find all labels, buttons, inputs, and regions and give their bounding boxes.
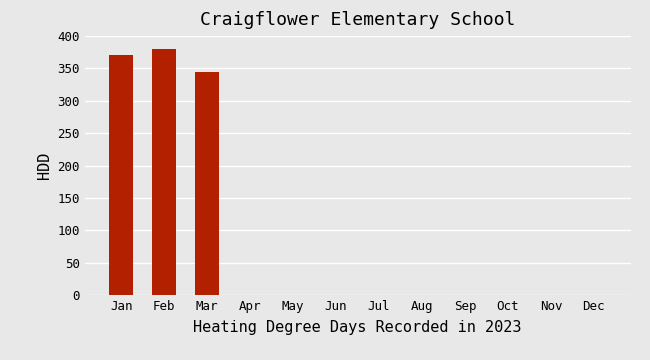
Bar (195, 72, 219, 295)
Title: Craigflower Elementary School: Craigflower Elementary School (200, 11, 515, 29)
Bar (109, 55, 133, 295)
X-axis label: Heating Degree Days Recorded in 2023: Heating Degree Days Recorded in 2023 (193, 320, 522, 335)
Bar (152, 49, 176, 295)
Y-axis label: HDD: HDD (36, 152, 51, 179)
